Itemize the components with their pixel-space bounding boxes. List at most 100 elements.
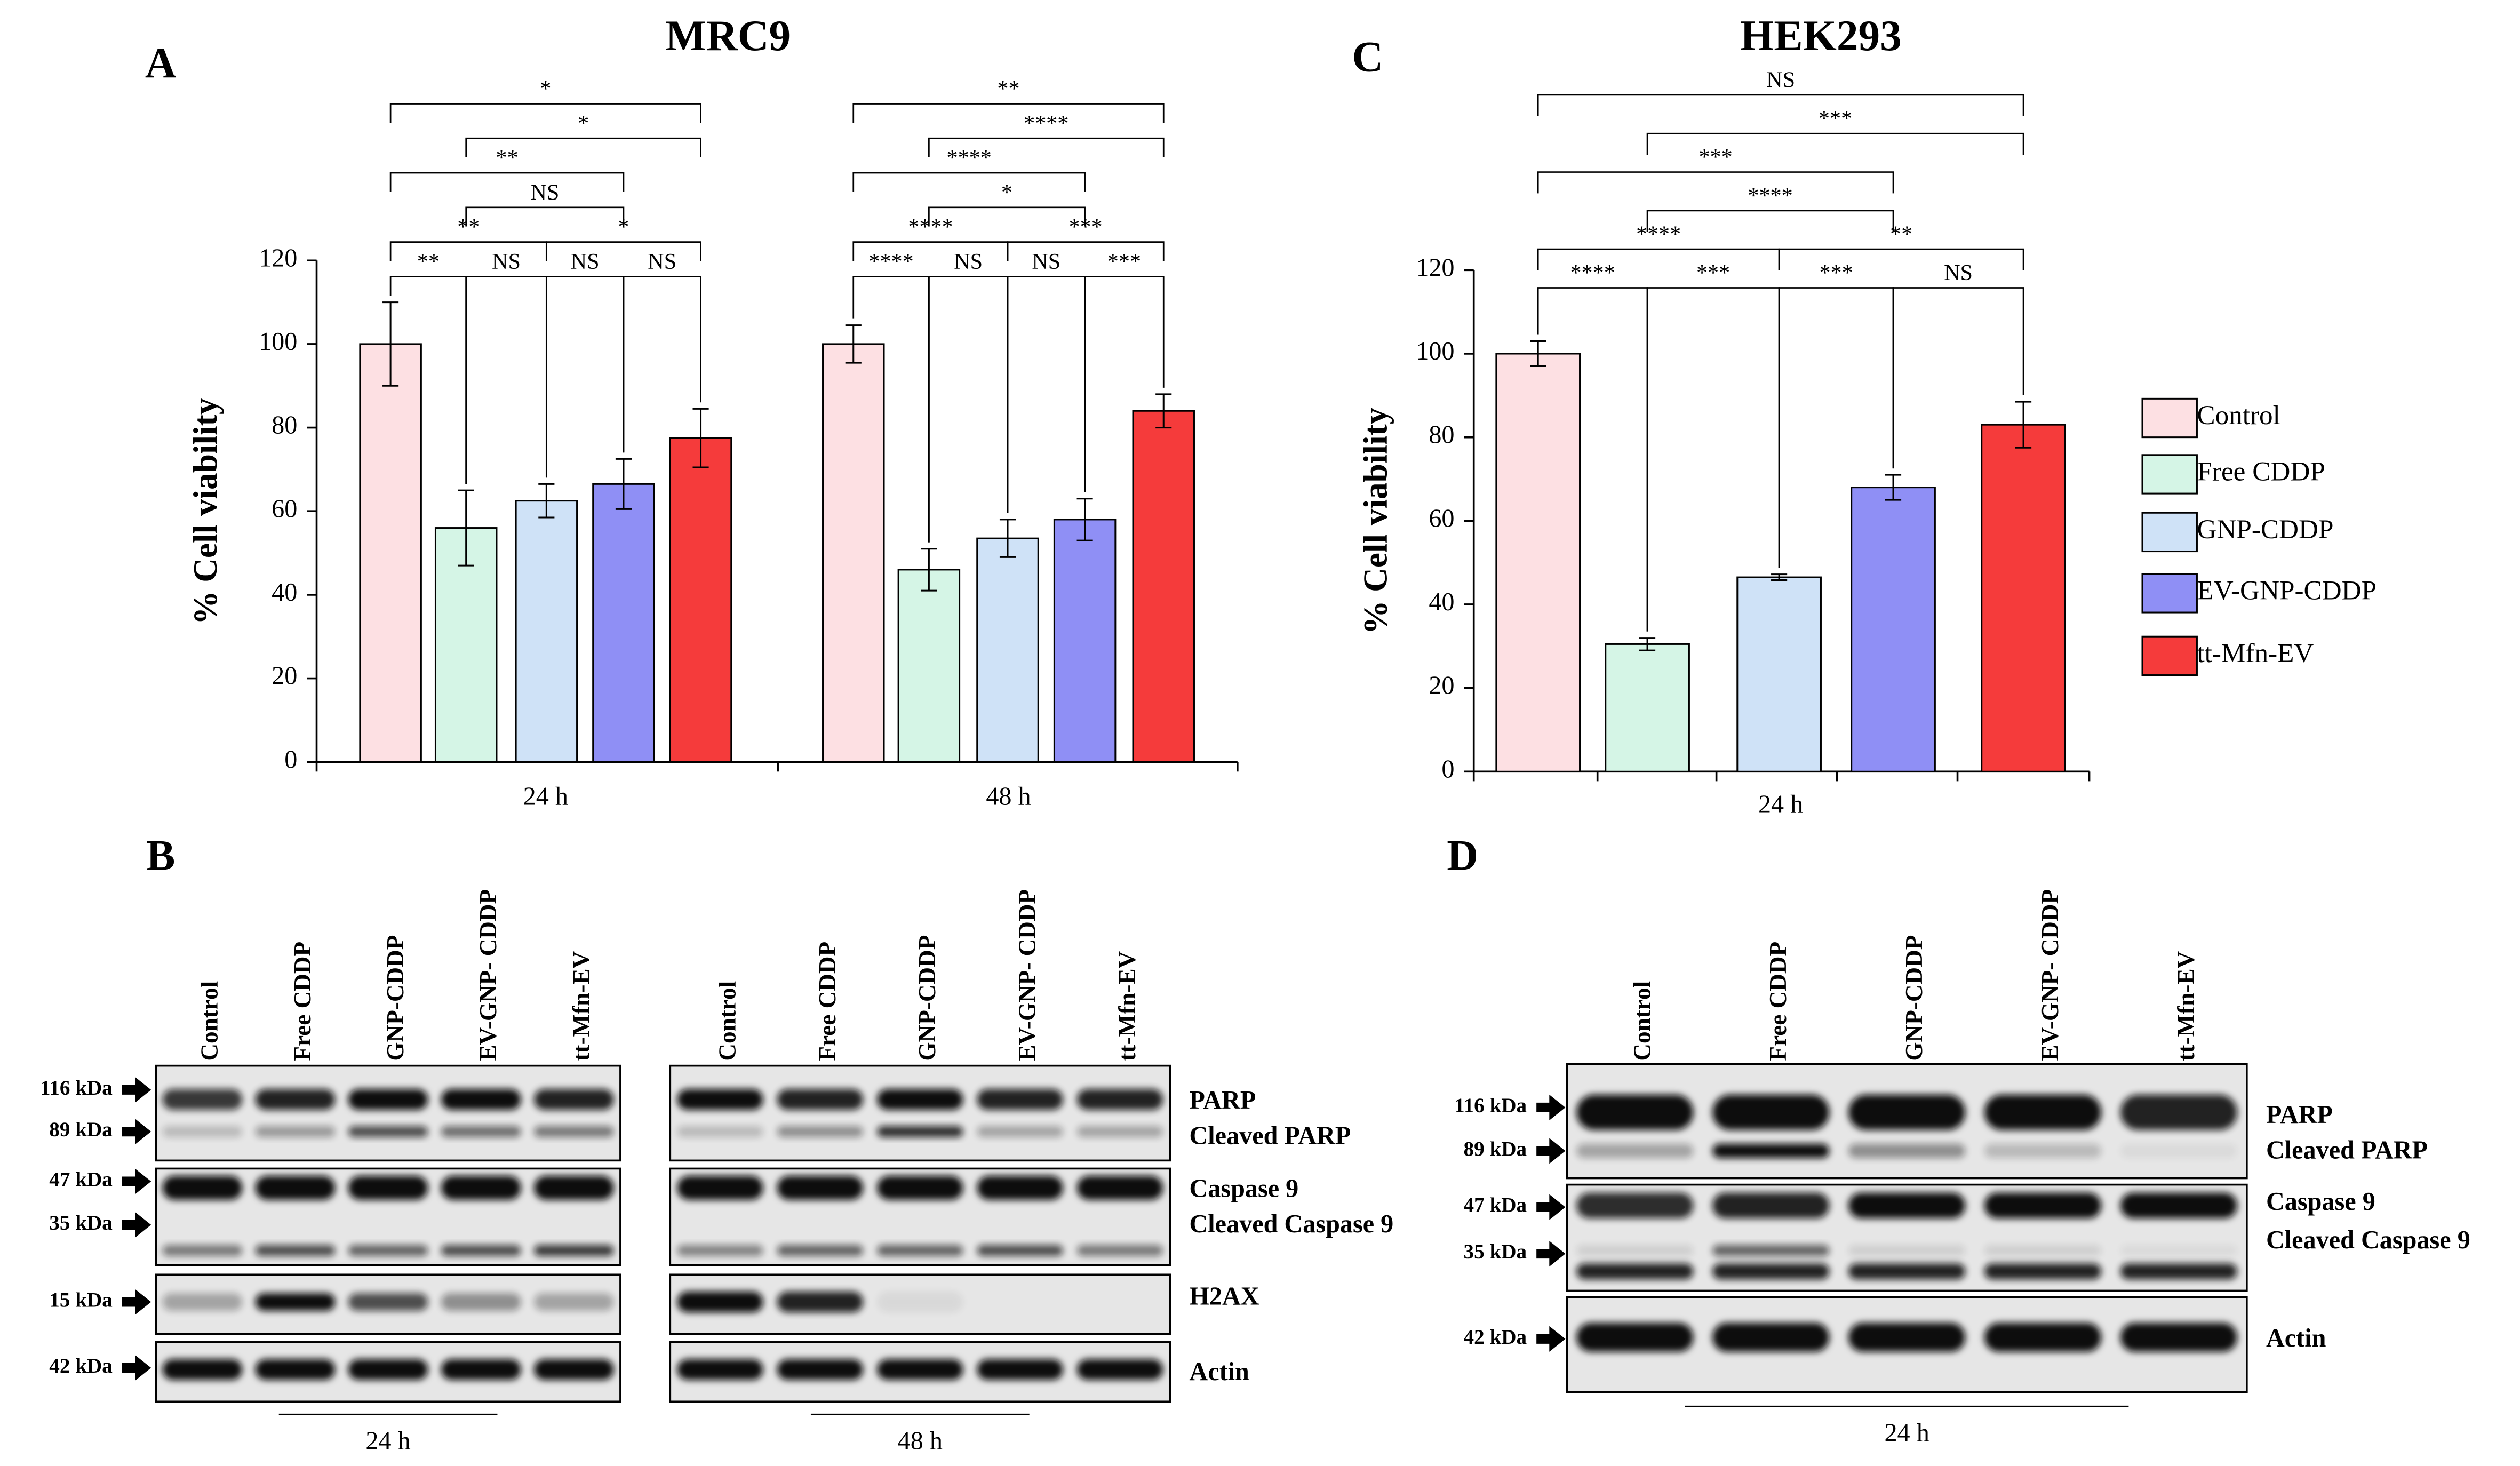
lane-label: Control (196, 981, 223, 1061)
significance-label: ** (496, 146, 518, 171)
y-tick-label: 0 (284, 745, 297, 774)
legend-swatch (2141, 397, 2198, 439)
error-bar (1771, 573, 1788, 581)
size-marker: 42 kDa (1464, 1326, 1527, 1349)
blot-band (877, 1126, 963, 1137)
significance-label: **** (868, 249, 913, 274)
significance-bracket (465, 137, 701, 157)
protein-label: Caspase 9 (2266, 1188, 2375, 1216)
blot-band (2120, 1245, 2237, 1256)
significance-label: * (618, 214, 629, 240)
blot-band (255, 1089, 336, 1110)
blot-band (1576, 1263, 1694, 1280)
bar (1053, 519, 1117, 763)
y-tick-label: 20 (1429, 672, 1454, 700)
protein-label: Cleaved Caspase 9 (2266, 1226, 2470, 1254)
bar (1132, 410, 1195, 763)
significance-label: ** (457, 214, 480, 240)
blot-band (1576, 1322, 1694, 1352)
x-tick-label: 48 h (986, 783, 1031, 811)
blot-membrane (669, 1064, 1171, 1162)
chart-title: MRC9 (665, 12, 791, 60)
error-bar (458, 489, 474, 567)
blot-band (1984, 1143, 2102, 1158)
error-bar (2015, 401, 2032, 449)
y-tick-label: 60 (1429, 504, 1454, 532)
blot-band (348, 1176, 428, 1200)
significance-label: **** (1024, 111, 1068, 136)
y-tick-label: 0 (1441, 755, 1454, 783)
significance-bracket (852, 172, 1086, 192)
significance-label: NS (648, 249, 676, 274)
blot-band (677, 1126, 763, 1137)
lane-label: Control (1629, 981, 1655, 1061)
blot-band (1984, 1192, 2102, 1218)
marker-arrow (1536, 1094, 1566, 1121)
error-bar (538, 483, 555, 519)
protein-label: Cleaved Caspase 9 (1189, 1210, 1393, 1238)
significance-bracket (1892, 287, 2024, 469)
blot-band (533, 1089, 614, 1110)
blot-band (1576, 1143, 1694, 1158)
blot-band (777, 1089, 863, 1110)
blot-band (441, 1359, 521, 1380)
y-tick-label: 120 (1416, 253, 1454, 282)
blot-band (877, 1089, 963, 1110)
blot-band (348, 1293, 428, 1311)
blot-band (1077, 1245, 1163, 1256)
blot-band (348, 1245, 428, 1256)
blot-band (162, 1359, 243, 1380)
error-bar (1155, 393, 1172, 429)
bar (1736, 576, 1822, 772)
bar (897, 569, 961, 763)
panel-label: D (1447, 832, 1478, 880)
significance-bracket (928, 206, 1086, 227)
significance-label: *** (1819, 106, 1852, 131)
bar (592, 483, 655, 763)
size-marker: 89 kDa (1464, 1137, 1527, 1160)
significance-label: **** (1570, 260, 1615, 285)
blot-band (1077, 1359, 1163, 1380)
blot-band (977, 1176, 1063, 1200)
blot-band (677, 1245, 763, 1256)
timepoint-label: 24 h (1884, 1419, 1929, 1447)
x-tick-label: 24 h (523, 783, 568, 811)
protein-label: Cleaved PARP (2266, 1136, 2428, 1164)
size-marker: 35 kDa (49, 1212, 113, 1234)
bar (1851, 487, 1936, 772)
x-tick-label: 24 h (1758, 791, 1803, 819)
size-marker: 116 kDa (40, 1077, 113, 1100)
lane-label: GNP-CDDP (382, 935, 409, 1061)
blot-band (162, 1089, 243, 1110)
significance-label: * (540, 76, 551, 101)
bar (976, 537, 1039, 763)
blot-band (533, 1176, 614, 1200)
lane-label: EV-GNP- CDDP (1014, 889, 1041, 1061)
blot-band (162, 1176, 243, 1200)
blot-band (1848, 1322, 1966, 1352)
lane-label: EV-GNP- CDDP (2037, 889, 2063, 1061)
significance-label: *** (1696, 260, 1730, 285)
lane-label: tt-Mfn-EV (1114, 951, 1141, 1061)
size-marker: 47 kDa (49, 1168, 113, 1191)
significance-bracket (1646, 210, 1894, 232)
blot-band (533, 1245, 614, 1256)
size-marker: 42 kDa (49, 1355, 113, 1377)
significance-bracket (623, 276, 701, 453)
blot-band (1576, 1245, 1694, 1256)
significance-label: ** (417, 249, 440, 274)
blot-band (533, 1126, 614, 1137)
blot-band (2120, 1192, 2237, 1218)
y-tick-label: 80 (272, 411, 297, 440)
blot-band (1712, 1094, 1830, 1130)
lane-label: GNP-CDDP (1901, 935, 1927, 1061)
blot-band (1848, 1094, 1966, 1130)
blot-band (1984, 1094, 2102, 1130)
blot-band (877, 1291, 963, 1313)
significance-label: *** (1068, 214, 1102, 240)
y-tick-label: 100 (1416, 337, 1454, 365)
panel-label: A (145, 39, 177, 87)
size-marker: 116 kDa (1454, 1094, 1527, 1117)
blot-band (977, 1126, 1063, 1137)
